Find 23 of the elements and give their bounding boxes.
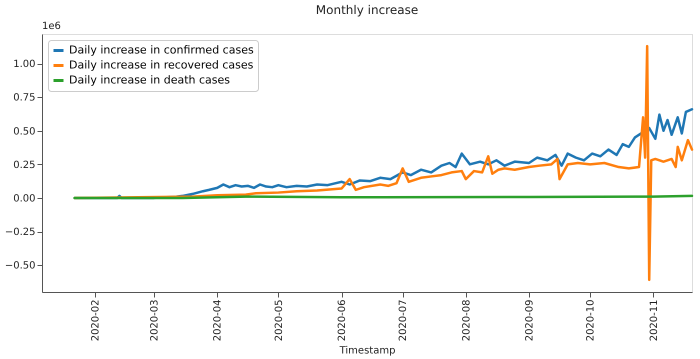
x-tick-label: 2020-11: [648, 300, 660, 342]
x-tick-label: 2020-09: [524, 300, 536, 342]
y-tick-label: −0.50: [4, 260, 36, 272]
y-tick-label: 1.00: [13, 59, 36, 70]
x-tick-label: 2020-10: [586, 300, 597, 342]
x-tick-label: 2020-08: [461, 300, 472, 342]
chart-title: Monthly increase: [316, 3, 418, 17]
x-tick-label: 2020-02: [90, 300, 102, 342]
x-tick-label: 2020-04: [212, 300, 224, 342]
y-tick-label: −0.25: [4, 227, 36, 238]
x-tick-label: 2020-05: [274, 300, 285, 342]
text: 1e6: [42, 21, 61, 32]
legend-label: Daily increase in confirmed cases: [69, 44, 254, 56]
x-tick-label: 2020-07: [398, 300, 410, 342]
y-tick-label: 0.50: [13, 126, 36, 138]
legend-label: Daily increase in recovered cases: [69, 58, 254, 72]
x-axis-title: Timestamp: [338, 345, 396, 356]
y-tick-label: 0.25: [13, 160, 36, 171]
x-tick-label: 2020-06: [337, 300, 348, 342]
legend-label: Daily increase in death cases: [69, 74, 230, 86]
y-tick-label: 0.75: [13, 92, 36, 104]
x-tick-label: 2020-03: [150, 300, 161, 342]
y-tick-label: 0.00: [13, 193, 36, 204]
